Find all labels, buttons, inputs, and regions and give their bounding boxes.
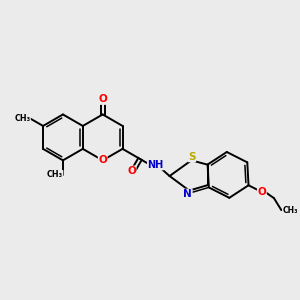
Text: O: O — [257, 187, 266, 196]
Text: S: S — [188, 152, 196, 162]
Text: CH₃: CH₃ — [14, 114, 31, 123]
Text: N: N — [183, 189, 192, 199]
Text: O: O — [127, 166, 136, 176]
Text: O: O — [98, 94, 107, 104]
Text: CH₃: CH₃ — [47, 170, 63, 179]
Text: CH₃: CH₃ — [282, 206, 298, 214]
Text: O: O — [98, 155, 107, 165]
Text: NH: NH — [148, 160, 164, 170]
